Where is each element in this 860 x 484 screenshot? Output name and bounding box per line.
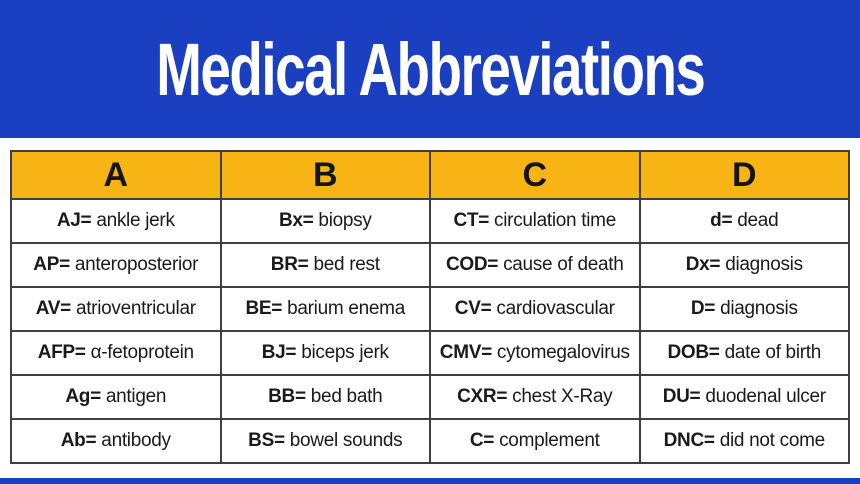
abbreviation: d= [710,210,733,231]
abbreviation: CV= [454,298,492,319]
abbreviation-cell: Dx= diagnosis [638,242,850,288]
abbreviation: CXR= [457,386,508,407]
abbreviation-cell: d= dead [638,198,850,244]
definition: bowel sounds [289,430,403,451]
abbreviation: C= [469,430,495,451]
abbreviation: Ag= [65,386,101,407]
header-row: A B C D [10,150,850,200]
abbreviation-cell: BB= bed bath [219,374,431,420]
abbreviation-cell: CXR= chest X-Ray [429,374,641,420]
definition: date of birth [724,342,822,363]
abbreviation-cell: BR= bed rest [219,242,431,288]
table-row: AV= atrioventricular BE= barium enema CV= c… [10,286,850,332]
definition: diagnosis [720,298,798,319]
abbreviation-cell: CT= circulation time [429,198,641,244]
abbreviation: AFP= [37,342,86,363]
definition: diagnosis [725,254,803,275]
abbreviation: AP= [33,254,70,275]
definition: chest X-Ray [512,386,613,407]
definition: barium enema [287,298,405,319]
abbreviation-cell: AFP= α-fetoprotein [10,330,222,376]
abbreviation-cell: BJ= biceps jerk [219,330,431,376]
abbreviation: COD= [445,254,499,275]
abbreviation: AV= [35,298,71,319]
abbreviations-table: A B C D AJ= ankle jerk Bx= biopsy CT= circu… [10,150,850,464]
abbreviation-cell: Bx= biopsy [219,198,431,244]
column-header-a: A [10,150,222,200]
abbreviation-cell: CMV= cytomegalovirus [429,330,641,376]
abbreviation: Ab= [60,430,97,451]
abbreviation-cell: AJ= ankle jerk [10,198,222,244]
abbreviation: DU= [662,386,701,407]
abbreviation-cell: DU= duodenal ulcer [638,374,850,420]
abbreviation-cell: DOB= date of birth [638,330,850,376]
abbreviation: BE= [245,298,283,319]
abbreviation-cell: D= diagnosis [638,286,850,332]
definition: cause of death [503,254,624,275]
definition: α-fetoprotein [90,342,195,363]
abbreviation: Bx= [278,210,314,231]
definition: antibody [101,430,171,451]
column-header-c: C [429,150,641,200]
page-title: Medical Abbreviations [155,27,706,111]
column-header-d: D [638,150,850,200]
abbreviation-cell: DNC= did not come [638,418,850,464]
definition: bed rest [313,254,380,275]
abbreviation-cell: BE= barium enema [219,286,431,332]
definition: bed bath [310,386,383,407]
definition: atrioventricular [75,298,196,319]
abbreviation: Dx= [685,254,721,275]
definition: complement [499,430,600,451]
abbreviation: BJ= [261,342,297,363]
abbreviation: BS= [248,430,285,451]
abbreviation-cell: C= complement [429,418,641,464]
abbreviation-cell: Ab= antibody [10,418,222,464]
abbreviation: CT= [453,210,490,231]
table-row: AJ= ankle jerk Bx= biopsy CT= circulation t… [10,198,850,244]
definition: duodenal ulcer [705,386,826,407]
abbreviation: CMV= [439,342,492,363]
definition: dead [737,210,779,231]
definition: biceps jerk [301,342,389,363]
table-body: AJ= ankle jerk Bx= biopsy CT= circulation t… [10,198,850,464]
definition: antigen [105,386,167,407]
abbreviation: BR= [270,254,309,275]
abbreviation: D= [690,298,716,319]
definition: cytomegalovirus [496,342,630,363]
abbreviation-cell: COD= cause of death [429,242,641,288]
bottom-border-strip [0,478,860,484]
column-header-b: B [219,150,431,200]
definition: anteroposterior [74,254,199,275]
abbreviation-cell: BS= bowel sounds [219,418,431,464]
title-banner: Medical Abbreviations [0,0,860,138]
abbreviation: AJ= [56,210,92,231]
abbreviation-cell: CV= cardiovascular [429,286,641,332]
table-header: A B C D [10,150,850,200]
abbreviation: DOB= [667,342,720,363]
table-row: Ab= antibody BS= bowel sounds C= complement… [10,418,850,464]
definition: circulation time [494,210,616,231]
table-row: AP= anteroposterior BR= bed rest COD= cause… [10,242,850,288]
abbreviation: BB= [268,386,306,407]
abbreviation-cell: Ag= antigen [10,374,222,420]
definition: ankle jerk [96,210,175,231]
abbreviation-cell: AV= atrioventricular [10,286,222,332]
definition: biopsy [318,210,372,231]
abbreviation-cell: AP= anteroposterior [10,242,222,288]
definition: cardiovascular [496,298,615,319]
definition: did not come [719,430,825,451]
table-row: AFP= α-fetoprotein BJ= biceps jerk CMV= cyt… [10,330,850,376]
abbreviation: DNC= [663,430,715,451]
table-row: Ag= antigen BB= bed bath CXR= chest X-Ray D… [10,374,850,420]
